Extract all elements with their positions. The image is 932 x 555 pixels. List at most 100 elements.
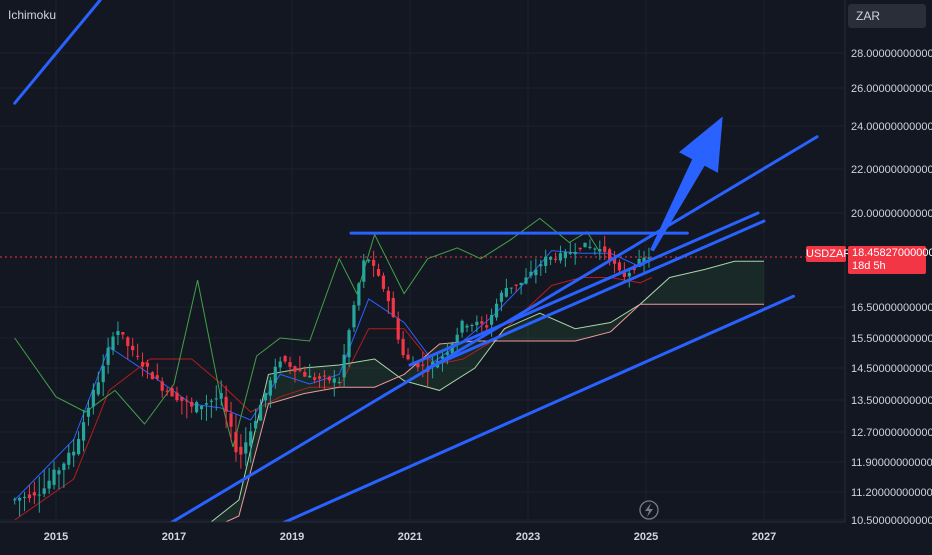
year-tick-label: 2023 xyxy=(516,531,540,543)
candle-body xyxy=(352,305,356,328)
trendline xyxy=(13,0,102,105)
candle-body xyxy=(47,480,51,489)
event-lightning-icon[interactable] xyxy=(639,500,659,520)
candle-body xyxy=(450,343,454,354)
candle-body xyxy=(460,320,464,333)
candle-body xyxy=(583,242,587,248)
trendlines[interactable] xyxy=(13,0,819,532)
candle-body xyxy=(249,431,253,447)
candle-body xyxy=(180,396,184,401)
candle-body xyxy=(549,257,553,260)
candle-body xyxy=(278,361,282,368)
candle-body xyxy=(367,259,371,262)
candle-body xyxy=(534,269,538,276)
candle-body xyxy=(617,262,622,271)
candle-body xyxy=(229,413,233,427)
candle-body xyxy=(322,375,327,377)
candle-body xyxy=(465,325,469,328)
candle-body xyxy=(86,407,91,417)
candle-body xyxy=(239,446,243,455)
candle-body xyxy=(642,257,646,264)
candle-body xyxy=(529,271,533,276)
candle-body xyxy=(195,402,199,413)
candle-body xyxy=(126,337,130,346)
price-tick-label: 12.70000000000 xyxy=(851,427,932,439)
indicator-label[interactable]: Ichimoku xyxy=(8,8,57,22)
candle-body xyxy=(416,361,420,368)
candle-body xyxy=(337,381,341,383)
price-axis[interactable]: 28.00000000000 26.00000000000 24.000000000… xyxy=(851,48,932,527)
trendline xyxy=(169,135,819,522)
candle-body xyxy=(470,324,474,327)
trendline xyxy=(426,219,766,370)
candle-body xyxy=(608,249,612,262)
price-tick-label: 13.50000000000 xyxy=(851,395,932,407)
candle-body xyxy=(588,246,592,248)
candle-body xyxy=(332,378,336,383)
year-tick-label: 2027 xyxy=(752,531,776,543)
candle-body xyxy=(106,347,110,365)
candle-body xyxy=(391,298,395,318)
candle-body xyxy=(145,362,150,367)
candle-body xyxy=(440,356,445,359)
candle-body xyxy=(303,371,307,377)
symbol-tag: USDZAR xyxy=(806,246,852,262)
grid xyxy=(0,0,845,522)
candlesticks xyxy=(13,235,651,517)
price-tick-label: 28.00000000000 xyxy=(851,48,932,60)
year-tick-label: 2025 xyxy=(634,531,658,543)
candle-body xyxy=(101,366,105,383)
candle-body xyxy=(32,492,36,496)
candle-body xyxy=(170,388,174,397)
price-tick-label: 26.00000000000 xyxy=(851,83,932,95)
candle-body xyxy=(209,400,213,402)
candle-body xyxy=(175,392,179,401)
candle-body xyxy=(499,292,504,302)
candle-body xyxy=(475,321,479,326)
candle-body xyxy=(327,376,331,381)
candle-body xyxy=(509,287,513,289)
candle-body xyxy=(96,382,100,395)
candle-body xyxy=(421,364,425,366)
price-tick-label: 15.50000000000 xyxy=(851,333,932,345)
candle-body xyxy=(67,452,71,465)
price-tick-label: 20.00000000000 xyxy=(851,208,932,220)
candle-body xyxy=(401,338,405,356)
candle-body xyxy=(544,256,548,266)
candle-body xyxy=(91,389,95,407)
price-tick-label: 16.50000000000 xyxy=(851,302,932,314)
candle-body xyxy=(593,248,597,250)
candle-body xyxy=(62,463,66,471)
candle-body xyxy=(136,355,140,357)
candle-body xyxy=(204,403,209,405)
indicator-line-1 xyxy=(14,250,653,501)
candle-body xyxy=(612,258,617,264)
candle-body xyxy=(381,275,386,289)
candle-body xyxy=(263,392,268,401)
candle-body xyxy=(298,368,302,371)
candle-body xyxy=(485,325,489,328)
projection-arrow[interactable] xyxy=(650,116,723,252)
time-axis[interactable]: 2015 2017 2019 2021 2023 2025 2027 xyxy=(44,531,776,543)
candle-body xyxy=(563,251,567,259)
candle-body xyxy=(632,268,636,271)
trendline xyxy=(281,294,795,522)
candle-body xyxy=(224,396,228,412)
candle-body xyxy=(308,375,312,378)
candle-body xyxy=(293,366,297,372)
currency-selector[interactable]: ZAR xyxy=(848,4,926,28)
candle-body xyxy=(519,282,523,286)
indicator-line-2 xyxy=(14,277,653,521)
candle-body xyxy=(283,356,287,362)
candle-body xyxy=(77,438,81,455)
up-arrow-icon xyxy=(650,116,723,252)
candle-body xyxy=(386,290,390,302)
candle-body xyxy=(254,420,258,429)
candle-body xyxy=(72,451,76,456)
candle-body xyxy=(140,362,145,367)
candle-body xyxy=(494,303,499,318)
candle-body xyxy=(490,314,494,325)
candle-body xyxy=(288,362,292,367)
candle-body xyxy=(13,499,17,501)
